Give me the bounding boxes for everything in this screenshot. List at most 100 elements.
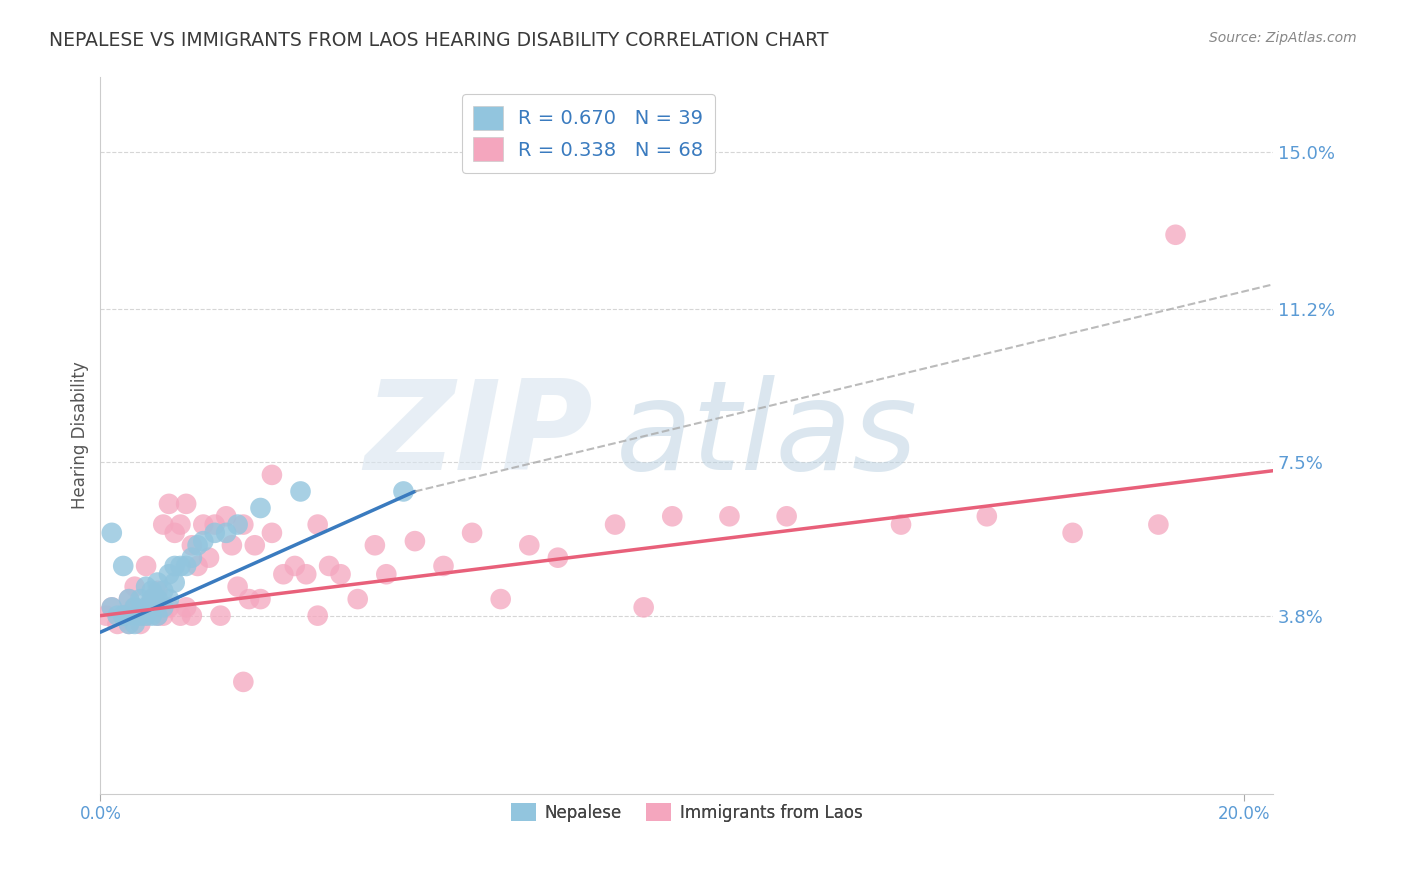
Point xyxy=(215,509,238,524)
Point xyxy=(180,550,202,565)
Point xyxy=(193,517,215,532)
Point xyxy=(135,608,157,623)
Point xyxy=(135,580,157,594)
Point xyxy=(112,608,135,623)
Point xyxy=(193,534,215,549)
Point xyxy=(141,592,163,607)
Point xyxy=(284,558,307,573)
Point xyxy=(157,497,180,511)
Point xyxy=(329,567,352,582)
Point xyxy=(215,525,238,540)
Point xyxy=(273,567,295,582)
Point xyxy=(135,600,157,615)
Point xyxy=(1147,517,1170,532)
Point xyxy=(392,484,415,499)
Point xyxy=(124,600,146,615)
Text: Source: ZipAtlas.com: Source: ZipAtlas.com xyxy=(1209,31,1357,45)
Point xyxy=(157,592,180,607)
Point xyxy=(718,509,741,524)
Point xyxy=(152,583,174,598)
Point xyxy=(1164,227,1187,242)
Point xyxy=(174,600,197,615)
Point xyxy=(232,517,254,532)
Point xyxy=(129,616,152,631)
Point xyxy=(180,538,202,552)
Point xyxy=(489,592,512,607)
Point xyxy=(152,608,174,623)
Point xyxy=(187,538,209,552)
Point xyxy=(101,600,124,615)
Point xyxy=(101,525,124,540)
Point xyxy=(661,509,683,524)
Point xyxy=(221,538,243,552)
Point xyxy=(141,608,163,623)
Point xyxy=(163,525,186,540)
Point xyxy=(198,550,221,565)
Point xyxy=(141,592,163,607)
Point xyxy=(1062,525,1084,540)
Point xyxy=(204,517,226,532)
Point xyxy=(209,608,232,623)
Point xyxy=(174,497,197,511)
Point xyxy=(129,592,152,607)
Point xyxy=(107,608,129,623)
Point xyxy=(141,600,163,615)
Point xyxy=(775,509,797,524)
Point xyxy=(152,517,174,532)
Point xyxy=(169,517,191,532)
Point xyxy=(346,592,368,607)
Point xyxy=(307,517,329,532)
Point xyxy=(238,592,260,607)
Point xyxy=(112,558,135,573)
Point xyxy=(243,538,266,552)
Point xyxy=(169,558,191,573)
Point xyxy=(163,558,186,573)
Point xyxy=(295,567,318,582)
Point xyxy=(260,467,283,482)
Point xyxy=(146,608,169,623)
Point xyxy=(118,592,141,607)
Point xyxy=(603,517,626,532)
Legend: Nepalese, Immigrants from Laos: Nepalese, Immigrants from Laos xyxy=(505,797,869,829)
Point xyxy=(633,600,655,615)
Point xyxy=(107,616,129,631)
Point xyxy=(124,580,146,594)
Point xyxy=(146,583,169,598)
Point xyxy=(152,600,174,615)
Point xyxy=(249,592,271,607)
Point xyxy=(318,558,340,573)
Point xyxy=(146,592,169,607)
Y-axis label: Hearing Disability: Hearing Disability xyxy=(72,361,89,509)
Point xyxy=(94,608,117,623)
Text: ZIP: ZIP xyxy=(364,375,593,496)
Point xyxy=(180,608,202,623)
Point xyxy=(141,583,163,598)
Point xyxy=(364,538,387,552)
Point xyxy=(157,600,180,615)
Point xyxy=(112,608,135,623)
Point xyxy=(174,558,197,573)
Point xyxy=(404,534,426,549)
Point xyxy=(118,616,141,631)
Point xyxy=(432,558,454,573)
Point xyxy=(101,600,124,615)
Point xyxy=(290,484,312,499)
Point xyxy=(157,567,180,582)
Point xyxy=(146,575,169,590)
Text: NEPALESE VS IMMIGRANTS FROM LAOS HEARING DISABILITY CORRELATION CHART: NEPALESE VS IMMIGRANTS FROM LAOS HEARING… xyxy=(49,31,828,50)
Point xyxy=(124,616,146,631)
Point xyxy=(118,616,141,631)
Point xyxy=(232,674,254,689)
Point xyxy=(547,550,569,565)
Point xyxy=(118,592,141,607)
Point xyxy=(124,608,146,623)
Point xyxy=(146,608,169,623)
Point xyxy=(124,600,146,615)
Point xyxy=(517,538,540,552)
Point xyxy=(112,608,135,623)
Point xyxy=(129,608,152,623)
Point xyxy=(307,608,329,623)
Point xyxy=(129,608,152,623)
Point xyxy=(249,501,271,516)
Point xyxy=(135,558,157,573)
